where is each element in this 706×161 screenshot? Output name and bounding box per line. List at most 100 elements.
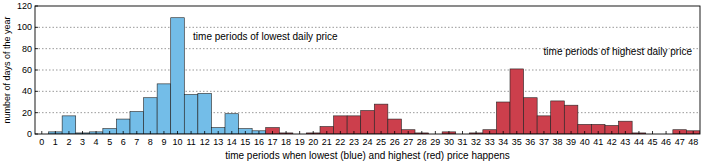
- x-tick: [82, 131, 83, 134]
- x-tick-label: 1: [53, 137, 58, 147]
- bar: [374, 104, 388, 134]
- x-tick-label: 9: [161, 137, 166, 147]
- x-tick: [693, 131, 694, 134]
- x-tick: [204, 131, 205, 134]
- x-tick: [571, 131, 572, 134]
- x-tick: [448, 131, 449, 134]
- x-tick: [272, 131, 273, 134]
- x-tick-label: 47: [675, 137, 685, 147]
- bar: [116, 119, 130, 134]
- x-tick: [679, 131, 680, 134]
- x-tick-label: 27: [403, 137, 413, 147]
- x-axis-title: time periods when lowest (blue) and high…: [225, 150, 510, 161]
- x-tick: [611, 131, 612, 134]
- x-tick-label: 15: [240, 137, 250, 147]
- x-tick-label: 16: [254, 137, 264, 147]
- x-tick: [68, 131, 69, 134]
- x-tick: [340, 131, 341, 134]
- x-tick-label: 41: [593, 137, 603, 147]
- bar: [62, 116, 76, 134]
- x-tick-label: 23: [349, 137, 359, 147]
- x-tick-label: 10: [172, 137, 182, 147]
- x-tick: [652, 131, 653, 134]
- x-tick-label: 40: [580, 137, 590, 147]
- x-tick: [666, 131, 667, 134]
- x-tick: [191, 131, 192, 134]
- x-tick-label: 36: [525, 137, 535, 147]
- x-tick: [245, 131, 246, 134]
- bar: [673, 130, 687, 134]
- bar: [510, 69, 524, 134]
- y-tick-label: 0: [27, 129, 32, 139]
- x-tick: [163, 131, 164, 134]
- x-tick: [136, 131, 137, 134]
- x-tick: [326, 131, 327, 134]
- x-tick-label: 26: [390, 137, 400, 147]
- grid-line: [35, 27, 700, 28]
- x-tick: [543, 131, 544, 134]
- x-tick-label: 46: [661, 137, 671, 147]
- x-tick: [231, 131, 232, 134]
- x-tick-label: 4: [94, 137, 99, 147]
- bar: [551, 101, 565, 134]
- y-tick-label: 120: [17, 1, 32, 11]
- bar: [320, 127, 334, 134]
- x-tick: [367, 131, 368, 134]
- bar: [144, 98, 158, 134]
- x-tick: [55, 131, 56, 134]
- y-tick-label: 80: [22, 44, 32, 54]
- x-tick-label: 38: [552, 137, 562, 147]
- x-tick: [150, 131, 151, 134]
- x-tick: [625, 131, 626, 134]
- x-tick: [435, 131, 436, 134]
- annotation: time periods of highest daily price: [544, 46, 693, 57]
- x-tick: [421, 131, 422, 134]
- bar: [171, 18, 185, 134]
- x-tick: [286, 131, 287, 134]
- x-tick: [123, 131, 124, 134]
- x-tick-label: 8: [148, 137, 153, 147]
- y-tick-label: 20: [22, 108, 32, 118]
- x-tick: [638, 131, 639, 134]
- x-tick-label: 7: [134, 137, 139, 147]
- x-tick-label: 0: [39, 137, 44, 147]
- bar: [388, 119, 402, 134]
- x-tick-label: 14: [227, 137, 237, 147]
- x-tick-label: 48: [688, 137, 698, 147]
- x-tick-label: 42: [607, 137, 617, 147]
- x-tick-label: 5: [107, 137, 112, 147]
- x-tick: [598, 131, 599, 134]
- bar: [130, 112, 144, 134]
- bar: [239, 129, 253, 134]
- grid-line: [35, 91, 700, 92]
- grid-line: [35, 70, 700, 71]
- x-tick: [394, 131, 395, 134]
- x-tick: [516, 131, 517, 134]
- x-tick: [299, 131, 300, 134]
- bar: [524, 98, 538, 134]
- x-tick: [462, 131, 463, 134]
- x-tick: [476, 131, 477, 134]
- bar: [564, 105, 578, 134]
- bar: [496, 102, 510, 134]
- x-tick: [381, 131, 382, 134]
- bar: [184, 95, 198, 134]
- y-tick-label: 100: [17, 22, 32, 32]
- y-tick-label: 60: [22, 65, 32, 75]
- x-tick: [489, 131, 490, 134]
- x-tick-label: 34: [498, 137, 508, 147]
- bar: [225, 114, 239, 134]
- x-tick-label: 18: [281, 137, 291, 147]
- x-tick-label: 35: [512, 137, 522, 147]
- x-tick-label: 11: [186, 137, 195, 147]
- annotation: time periods of lowest daily price: [193, 31, 338, 42]
- x-tick-label: 43: [620, 137, 630, 147]
- x-tick-label: 6: [121, 137, 126, 147]
- x-tick: [503, 131, 504, 134]
- x-tick: [408, 131, 409, 134]
- bar: [157, 84, 171, 134]
- bar: [211, 128, 225, 134]
- bar: [686, 131, 700, 134]
- x-tick-label: 3: [80, 137, 85, 147]
- bar: [103, 129, 117, 134]
